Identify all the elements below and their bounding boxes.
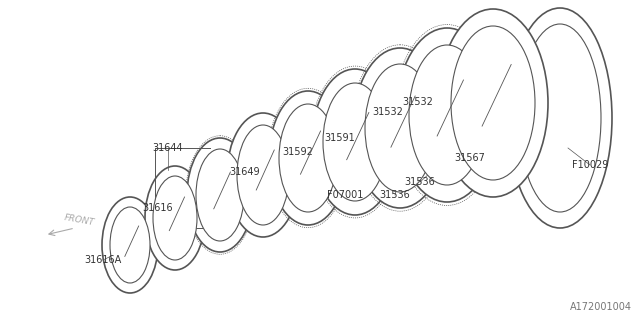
Ellipse shape bbox=[396, 28, 498, 202]
Ellipse shape bbox=[227, 113, 299, 237]
Ellipse shape bbox=[451, 26, 535, 180]
Ellipse shape bbox=[365, 64, 435, 192]
Text: F07001: F07001 bbox=[327, 190, 363, 200]
Text: F10029: F10029 bbox=[572, 160, 608, 170]
Ellipse shape bbox=[279, 104, 337, 212]
Ellipse shape bbox=[269, 91, 347, 225]
Text: 31616: 31616 bbox=[143, 203, 173, 213]
Ellipse shape bbox=[153, 176, 197, 260]
Ellipse shape bbox=[196, 149, 244, 241]
Ellipse shape bbox=[438, 9, 548, 197]
Text: 31532: 31532 bbox=[372, 107, 403, 117]
Text: 31536: 31536 bbox=[404, 177, 435, 187]
Text: FRONT: FRONT bbox=[63, 213, 95, 227]
Ellipse shape bbox=[110, 207, 150, 283]
Ellipse shape bbox=[409, 45, 485, 185]
Ellipse shape bbox=[323, 83, 387, 201]
Ellipse shape bbox=[145, 166, 205, 270]
Ellipse shape bbox=[312, 69, 398, 215]
Ellipse shape bbox=[187, 138, 253, 252]
Text: 31591: 31591 bbox=[324, 133, 355, 143]
Ellipse shape bbox=[353, 48, 447, 208]
Text: 31532: 31532 bbox=[403, 97, 433, 107]
Text: A172001004: A172001004 bbox=[570, 302, 632, 312]
Ellipse shape bbox=[102, 197, 158, 293]
Text: 31592: 31592 bbox=[283, 147, 314, 157]
Text: 31649: 31649 bbox=[230, 167, 260, 177]
Text: 31616A: 31616A bbox=[84, 255, 122, 265]
Ellipse shape bbox=[237, 125, 289, 225]
Text: 31536: 31536 bbox=[380, 190, 410, 200]
Text: 31567: 31567 bbox=[454, 153, 485, 163]
Text: 31644: 31644 bbox=[153, 143, 183, 153]
